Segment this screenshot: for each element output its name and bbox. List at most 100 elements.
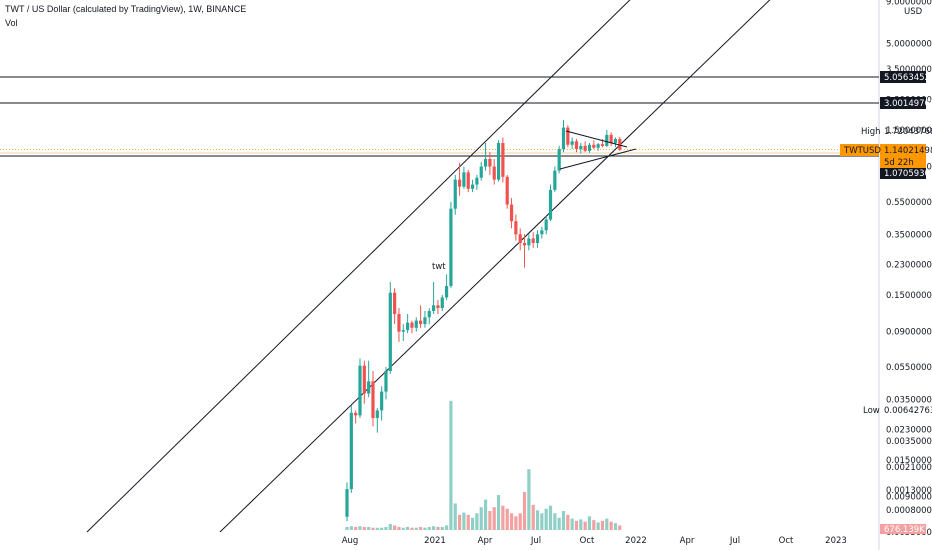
volume-bar xyxy=(501,505,505,530)
candle[interactable] xyxy=(548,184,553,222)
candle[interactable] xyxy=(419,305,423,328)
volume-indicator-label[interactable]: Vol xyxy=(5,18,18,28)
candle[interactable] xyxy=(514,214,518,241)
candle[interactable] xyxy=(518,228,522,251)
candle[interactable] xyxy=(609,132,613,146)
candle[interactable] xyxy=(388,281,392,374)
triangle-lower-line[interactable] xyxy=(559,148,637,170)
candle[interactable] xyxy=(544,216,548,235)
candle[interactable] xyxy=(380,386,384,421)
current-price-badge: 1.14021498 xyxy=(880,144,932,156)
candles xyxy=(345,120,622,522)
candle[interactable] xyxy=(509,198,514,229)
high-value: 1.72043768 xyxy=(884,127,932,137)
y-tick-label: 9.00000000 xyxy=(886,0,932,7)
candle[interactable] xyxy=(427,308,431,325)
candle[interactable] xyxy=(579,143,583,154)
candle[interactable] xyxy=(462,166,466,189)
candle[interactable] xyxy=(488,152,492,175)
candle[interactable] xyxy=(553,166,557,193)
x-tick-label: 2022 xyxy=(625,536,647,546)
volume-bar xyxy=(592,520,596,530)
candle[interactable] xyxy=(440,295,444,312)
candle[interactable] xyxy=(414,317,418,332)
candle[interactable] xyxy=(354,410,358,424)
volume-bar xyxy=(414,527,418,530)
svg-text:676.139K: 676.139K xyxy=(884,525,925,535)
volume-bar xyxy=(527,469,531,530)
candle[interactable] xyxy=(453,174,457,215)
candle[interactable] xyxy=(596,143,600,151)
candle[interactable] xyxy=(535,230,540,248)
volume-bar xyxy=(540,513,544,530)
candle[interactable] xyxy=(397,308,401,342)
volume-bar xyxy=(470,517,475,530)
candle[interactable] xyxy=(475,174,479,190)
candle[interactable] xyxy=(432,281,436,315)
candle[interactable] xyxy=(618,136,622,151)
candle[interactable] xyxy=(457,162,462,196)
candle[interactable] xyxy=(566,125,570,148)
candle[interactable] xyxy=(470,179,475,193)
candle[interactable] xyxy=(367,360,371,398)
candle[interactable] xyxy=(583,141,587,153)
y-tick-label: 5.00000000 xyxy=(886,40,932,50)
candle[interactable] xyxy=(479,161,483,181)
candle[interactable] xyxy=(505,174,509,209)
channel-upper-line[interactable] xyxy=(86,0,640,533)
chart-annotation: twt xyxy=(432,262,446,272)
volume-bar xyxy=(609,521,613,530)
candle[interactable] xyxy=(501,137,505,183)
candle[interactable] xyxy=(423,311,427,328)
candle[interactable] xyxy=(401,324,405,341)
candle[interactable] xyxy=(436,299,440,315)
candle[interactable] xyxy=(605,129,609,148)
candle[interactable] xyxy=(592,140,596,149)
candle[interactable] xyxy=(449,201,453,289)
candle[interactable] xyxy=(574,139,579,153)
volume-bars xyxy=(345,400,622,530)
x-tick-label: 2023 xyxy=(825,536,847,546)
candle[interactable] xyxy=(358,358,362,418)
volume-bar xyxy=(553,513,557,530)
volume-bar xyxy=(531,504,535,530)
candle[interactable] xyxy=(371,370,375,427)
candle[interactable] xyxy=(613,137,618,148)
y-tick-label: 0.00080000 xyxy=(886,506,932,516)
candle[interactable] xyxy=(492,159,496,185)
candle[interactable] xyxy=(349,405,353,493)
candle[interactable] xyxy=(557,145,561,174)
candle[interactable] xyxy=(444,274,449,300)
candle[interactable] xyxy=(345,482,349,522)
candle[interactable] xyxy=(410,320,414,334)
volume-bar xyxy=(505,508,509,530)
svg-text:1.07059309: 1.07059309 xyxy=(884,169,932,179)
candle[interactable] xyxy=(375,408,379,433)
volume-bar xyxy=(579,519,583,530)
channel-lower-line[interactable] xyxy=(219,0,780,533)
triangle-upper-line[interactable] xyxy=(565,130,628,148)
candle[interactable] xyxy=(393,288,397,325)
candle[interactable] xyxy=(362,360,366,404)
candle[interactable] xyxy=(531,232,535,248)
candle[interactable] xyxy=(483,143,488,171)
candle[interactable] xyxy=(406,314,410,334)
volume-bar xyxy=(557,517,561,530)
candle[interactable] xyxy=(561,120,566,153)
candle[interactable] xyxy=(496,140,501,182)
candle[interactable] xyxy=(522,234,527,268)
candle[interactable] xyxy=(527,234,531,251)
volume-bar xyxy=(349,526,353,530)
candle[interactable] xyxy=(466,169,470,193)
candle[interactable] xyxy=(570,137,574,149)
candle[interactable] xyxy=(587,143,592,153)
candle[interactable] xyxy=(384,366,388,400)
x-tick-label: Oct xyxy=(779,536,794,546)
svg-text:5.05634521: 5.05634521 xyxy=(884,73,932,83)
volume-bar xyxy=(384,526,388,530)
volume-bar xyxy=(613,523,618,530)
candle[interactable] xyxy=(540,226,544,239)
volume-bar xyxy=(488,511,492,530)
